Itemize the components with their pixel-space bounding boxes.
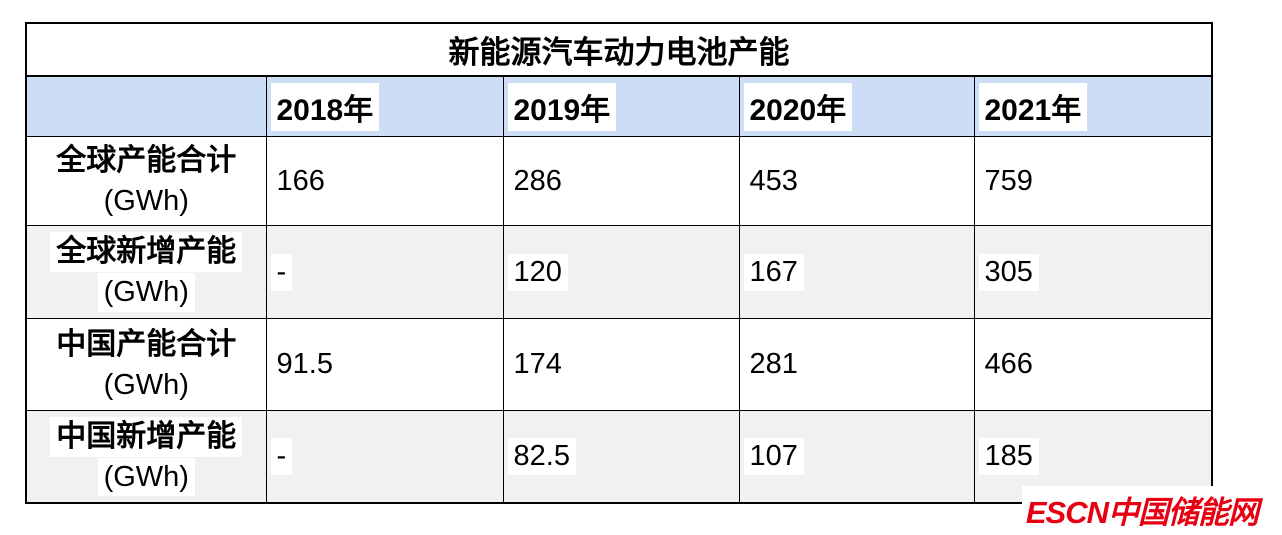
col-header-2019: 2019年 (502, 75, 740, 137)
row-label-unit: (GWh) (97, 182, 195, 221)
row-label-text: 中国产能合计 (50, 324, 243, 365)
cell-value: 305 (978, 253, 1039, 291)
table-cell: 759 (973, 136, 1213, 226)
row-label-unit: (GWh) (97, 273, 195, 312)
table-cell: 453 (738, 136, 975, 226)
table-row-china-added: 中国新增产能 (GWh) - 82.5 107 185 (25, 410, 1213, 504)
table-cell: 286 (502, 136, 740, 226)
escn-logo: ESCN中国储能网 (1021, 486, 1262, 535)
cell-value: - (270, 253, 293, 291)
cell-value: 185 (978, 438, 1039, 475)
table-cell: 91.5 (265, 318, 504, 411)
table-row-china-total: 中国产能合计 (GWh) 91.5 174 281 466 (25, 318, 1213, 411)
col-header-label: 2020年 (743, 82, 853, 131)
cell-value: 466 (978, 346, 1039, 383)
cell-value: 166 (270, 162, 331, 200)
row-label-unit: (GWh) (97, 365, 195, 405)
escn-logo-text: ESCN中国储能网 (1025, 495, 1259, 530)
table-cell: 107 (738, 410, 975, 504)
col-header-2020: 2020年 (738, 75, 975, 137)
row-label: 全球新增产能 (GWh) (25, 225, 267, 319)
table-row-global-total: 全球产能合计 (GWh) 166 286 453 759 (25, 136, 1213, 226)
col-header-2021: 2021年 (973, 75, 1213, 137)
row-label-text: 中国新增产能 (50, 416, 243, 457)
cell-value: 453 (743, 162, 804, 200)
table-cell: 305 (973, 225, 1213, 319)
cell-value: 286 (507, 162, 568, 200)
row-label: 全球产能合计 (GWh) (25, 136, 267, 226)
col-header-label: 2019年 (507, 82, 617, 131)
col-header-2018: 2018年 (265, 75, 504, 137)
table-cell: - (265, 225, 504, 319)
table-row-global-added: 全球新增产能 (GWh) - 120 167 305 (25, 225, 1213, 319)
cell-value: 759 (978, 162, 1039, 200)
row-label: 中国产能合计 (GWh) (25, 318, 267, 411)
row-label-unit: (GWh) (97, 457, 195, 497)
table-title: 新能源汽车动力电池产能 (25, 22, 1213, 77)
col-header-label: 2018年 (270, 82, 380, 131)
battery-capacity-table: 新能源汽车动力电池产能 2018年 2019年 2020年 2021年 全球产能… (25, 22, 1213, 504)
table-header-row: 2018年 2019年 2020年 2021年 (25, 75, 1213, 137)
table-cell: - (265, 410, 504, 504)
cell-value: 281 (743, 346, 804, 383)
row-label-text: 全球新增产能 (50, 232, 243, 273)
row-label-text: 全球产能合计 (50, 141, 243, 182)
table-cell: 466 (973, 318, 1213, 411)
row-label: 中国新增产能 (GWh) (25, 410, 267, 504)
col-header-label: 2021年 (978, 82, 1088, 131)
table-cell: 174 (502, 318, 740, 411)
cell-value: 167 (743, 253, 804, 291)
table-title-text: 新能源汽车动力电池产能 (448, 35, 790, 70)
table-cell: 281 (738, 318, 975, 411)
table-cell: 82.5 (502, 410, 740, 504)
table-cell: 120 (502, 225, 740, 319)
table-cell: 166 (265, 136, 504, 226)
cell-value: - (270, 438, 293, 475)
corner-cell (25, 75, 267, 137)
cell-value: 82.5 (507, 438, 576, 475)
cell-value: 91.5 (270, 346, 339, 383)
table-title-row: 新能源汽车动力电池产能 (25, 22, 1213, 77)
cell-value: 120 (507, 253, 568, 291)
table-cell: 167 (738, 225, 975, 319)
cell-value: 174 (507, 346, 568, 383)
cell-value: 107 (743, 438, 804, 475)
